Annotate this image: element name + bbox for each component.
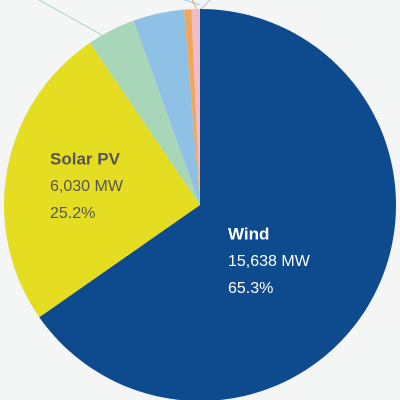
slice-label: Wind <box>228 224 269 243</box>
value-label: 25.2% <box>50 205 95 222</box>
slice-label: Solar PV <box>50 149 121 168</box>
leader-line <box>191 0 198 11</box>
pie-slice <box>133 9 200 206</box>
pie-slice <box>89 20 200 205</box>
leader-line <box>199 0 211 11</box>
capacity-label: 6,030 MW <box>50 178 124 195</box>
value-label: 65.3% <box>228 280 273 297</box>
pie-slice <box>4 42 201 318</box>
pie-slice <box>191 9 200 205</box>
pie-slice <box>39 9 396 400</box>
leader-line <box>183 0 201 6</box>
capacity-label: 15,638 MW <box>228 253 311 270</box>
pie-slice <box>184 9 200 205</box>
